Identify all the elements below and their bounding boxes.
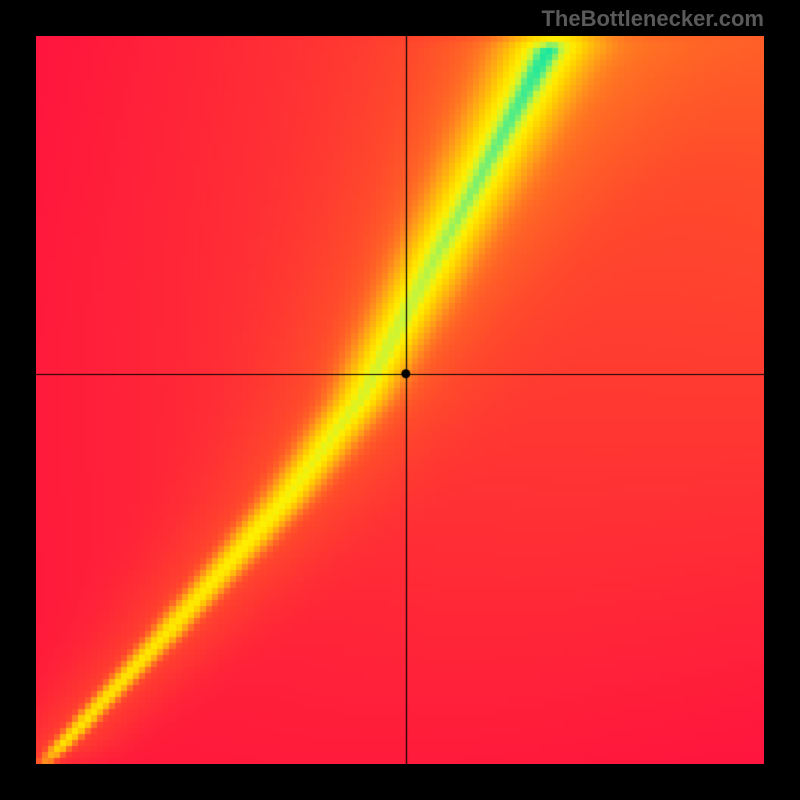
- watermark-text: TheBottlenecker.com: [541, 6, 764, 32]
- chart-container: TheBottlenecker.com: [0, 0, 800, 800]
- bottleneck-heatmap: [36, 36, 764, 764]
